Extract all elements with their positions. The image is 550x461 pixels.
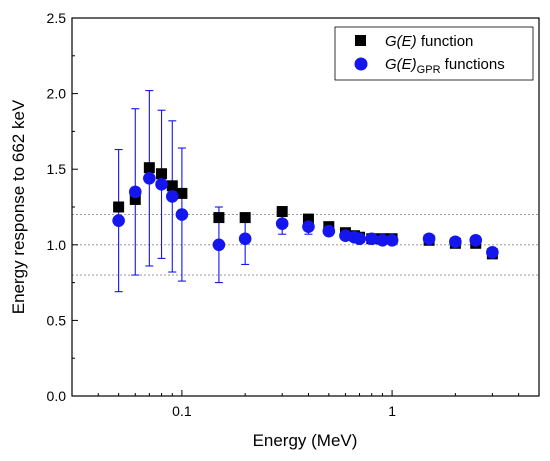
gpr-series xyxy=(112,171,499,259)
legend-label-gpr-sub: GPR xyxy=(417,64,441,76)
ge-point xyxy=(143,162,155,174)
gpr-point xyxy=(212,238,226,252)
x-tick-label: 1 xyxy=(388,403,396,419)
ge-point xyxy=(213,212,225,224)
legend: G(E) function G(E)GPR functions xyxy=(334,26,534,81)
ge-point xyxy=(166,180,178,192)
gpr-point xyxy=(155,178,168,191)
y-tick-label: 2.0 xyxy=(47,86,67,102)
gpr-point xyxy=(449,235,462,249)
series-layer xyxy=(112,90,499,293)
legend-marker-square xyxy=(355,35,366,46)
gpr-point xyxy=(322,224,336,238)
ge-point xyxy=(276,206,288,218)
legend-label-gpr-suffix: functions xyxy=(441,56,505,73)
ge-point xyxy=(129,193,141,205)
gpr-point xyxy=(486,246,499,259)
gpr-point xyxy=(469,233,483,247)
legend-label-ge-main: G(E) xyxy=(385,33,417,50)
gpr-point xyxy=(422,232,436,246)
gpr-point xyxy=(302,220,315,233)
gpr-point xyxy=(128,185,142,199)
y-tick-label: 0.5 xyxy=(47,312,67,328)
ge-point xyxy=(239,212,251,224)
y-axis-title: Energy response to 662 keV xyxy=(9,99,28,314)
gpr-point xyxy=(275,217,289,230)
gpr-point xyxy=(376,233,389,247)
ge-point xyxy=(176,187,188,199)
gpr-point xyxy=(238,232,252,246)
legend-label-ge-suffix: function xyxy=(417,33,474,50)
ge-point xyxy=(302,213,314,225)
gpr-point xyxy=(365,232,379,246)
y-tick-label: 1.5 xyxy=(47,161,67,177)
gpr-point xyxy=(175,208,189,221)
gpr-point xyxy=(143,171,156,185)
legend-marker-circle xyxy=(354,57,368,71)
ge-point xyxy=(113,201,125,213)
y-tick-label: 1.0 xyxy=(47,237,67,253)
legend-label-gpr: G(E)GPR functions xyxy=(385,56,505,76)
y-tick-label: 0.0 xyxy=(47,388,67,404)
legend-label-ge: G(E) function xyxy=(385,33,473,50)
legend-box xyxy=(334,26,534,81)
x-axis-title: Energy (MeV) xyxy=(253,431,358,450)
legend-label-gpr-main: G(E) xyxy=(385,56,417,73)
gpr-point xyxy=(353,232,366,246)
gpr-point xyxy=(112,214,125,227)
plot-frame xyxy=(71,17,540,397)
y-tick-label: 2.5 xyxy=(47,10,67,26)
gpr-point xyxy=(385,233,399,247)
x-axis: 0.1 1 xyxy=(97,390,540,419)
y-axis: 0.0 0.5 1.0 1.5 2.0 2.5 xyxy=(47,10,78,404)
gpr-point xyxy=(165,190,179,203)
ge-point xyxy=(156,168,168,180)
x-tick-label: 0.1 xyxy=(172,403,192,419)
